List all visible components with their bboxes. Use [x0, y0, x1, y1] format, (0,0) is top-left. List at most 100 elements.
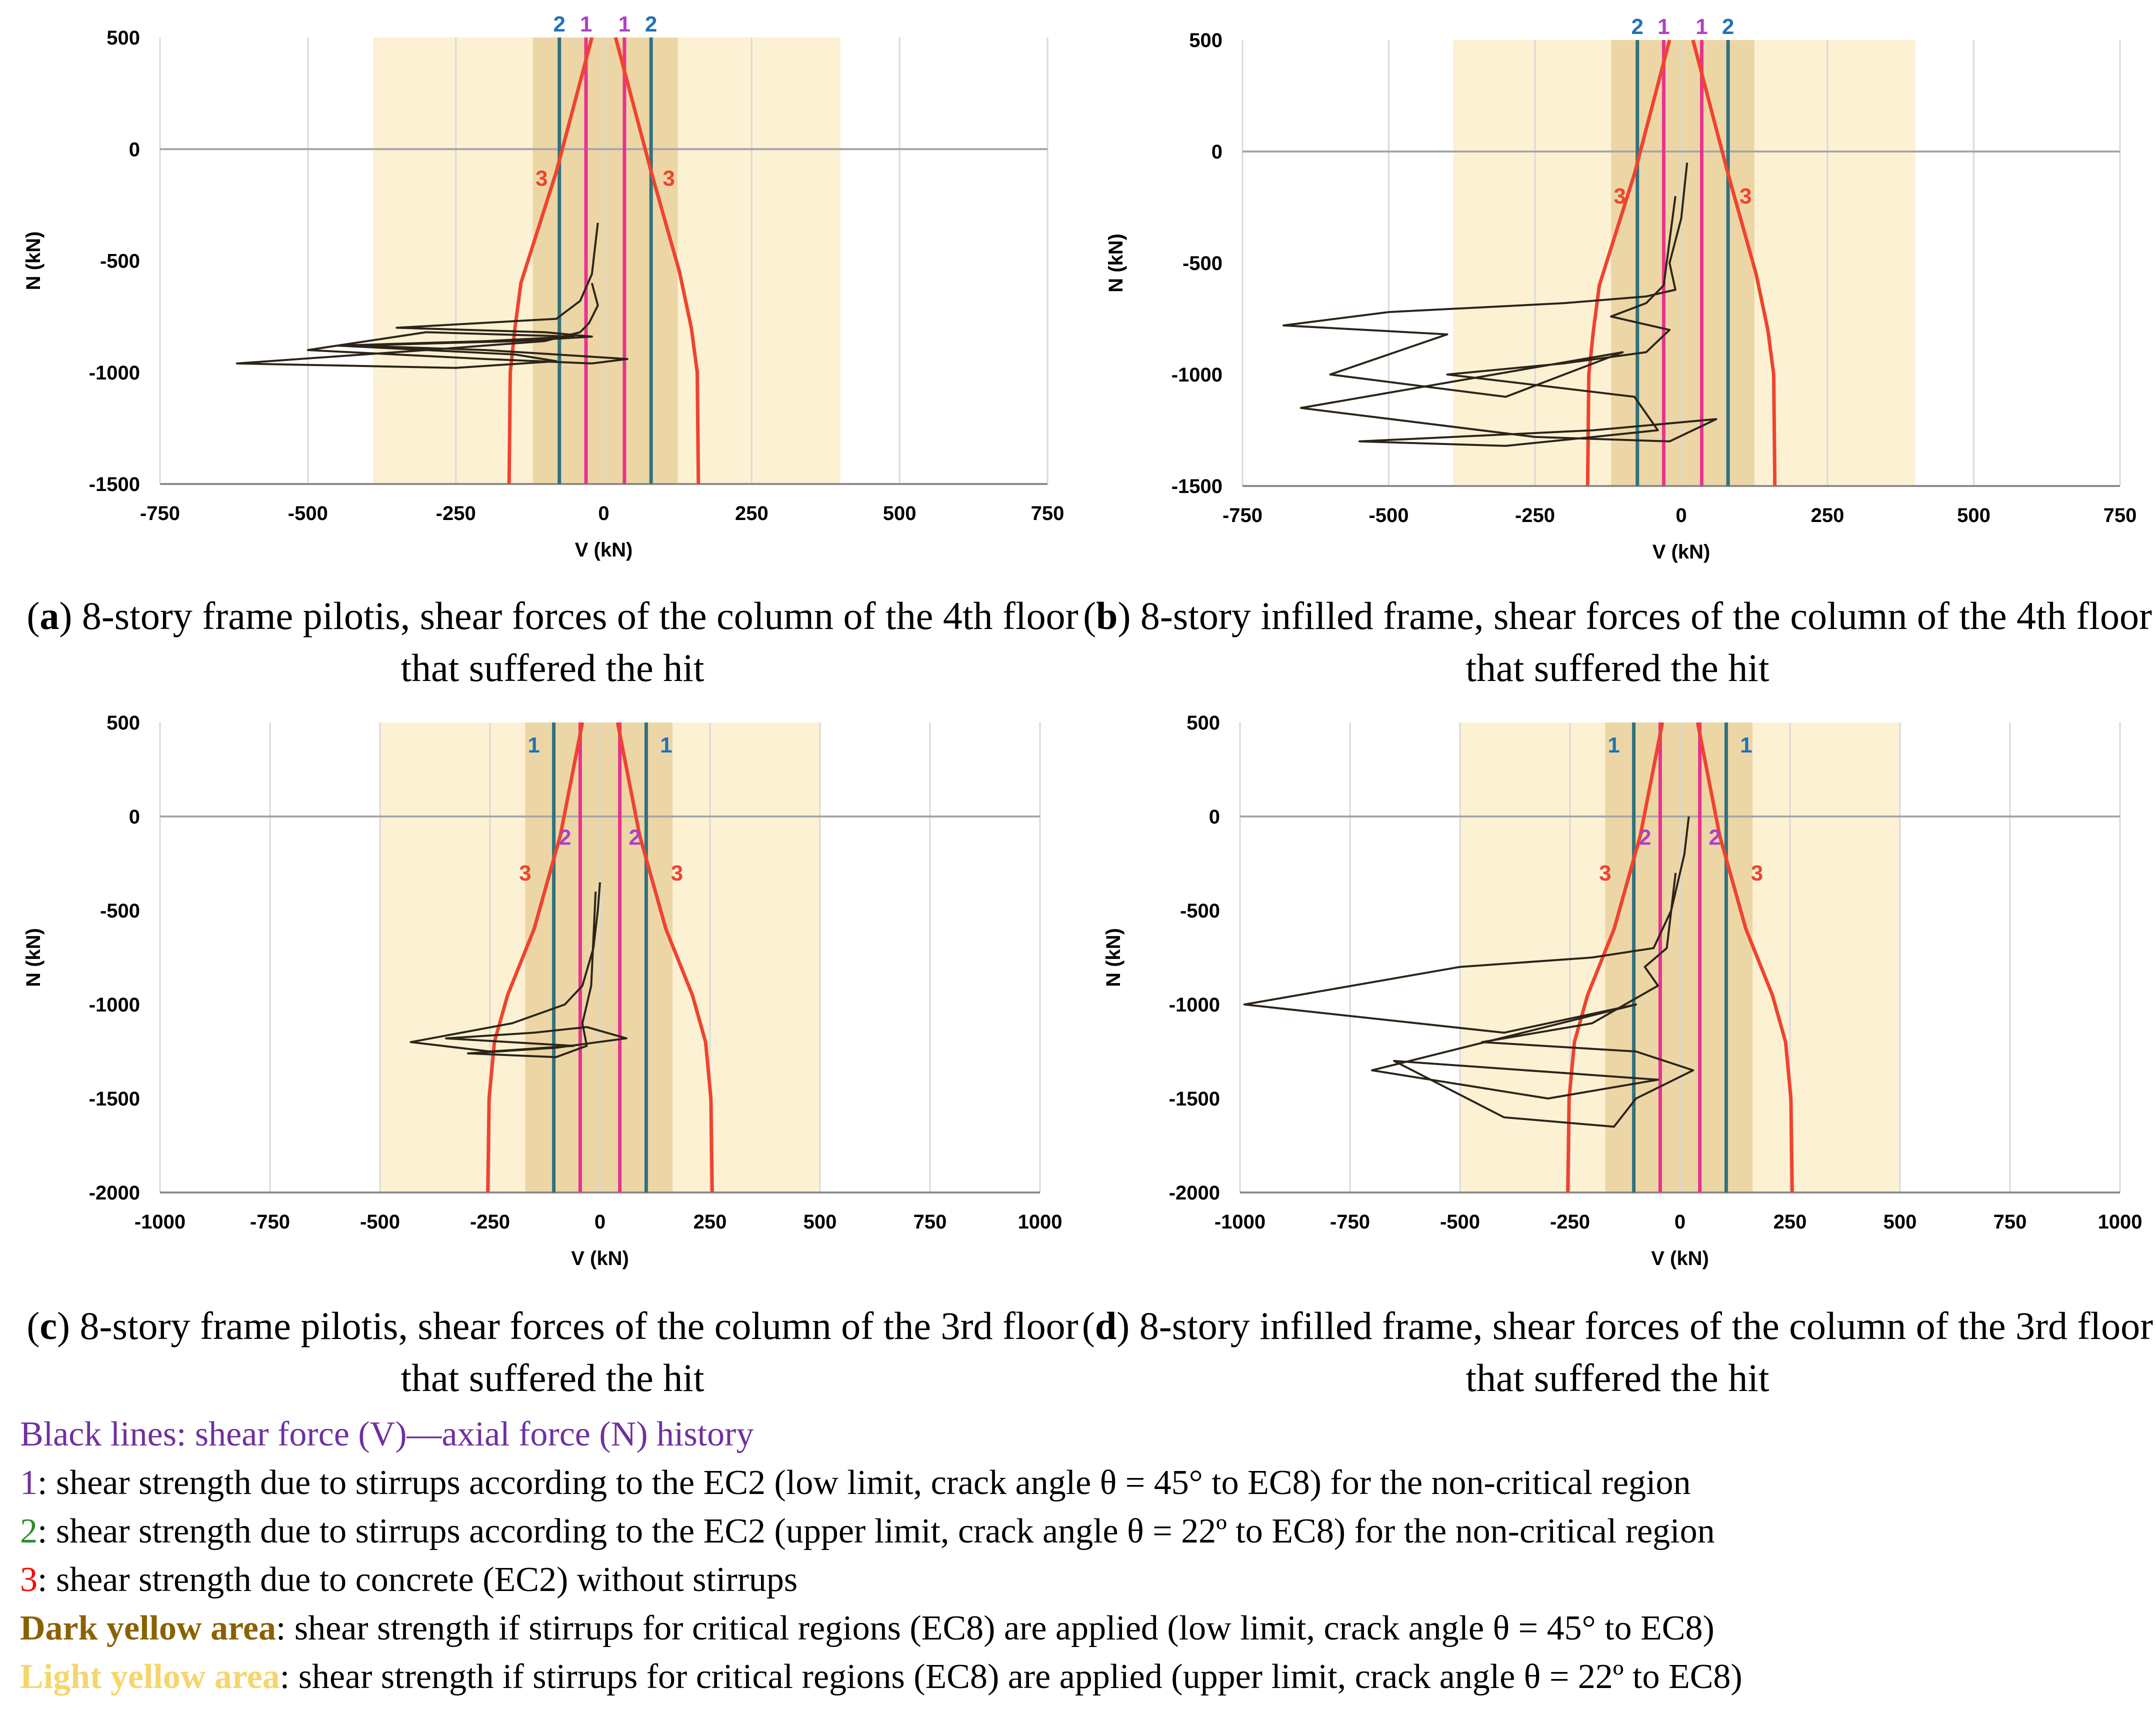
x-tick-label: -250 — [436, 502, 476, 524]
y-tick-label: 500 — [106, 712, 140, 734]
concrete-strength-curve-left — [1586, 40, 1672, 486]
vn-history-line — [410, 882, 628, 1058]
x-tick-label: -750 — [250, 1211, 290, 1233]
y-tick-label: -500 — [1182, 252, 1222, 274]
legend-line-1-key: 1 — [20, 1464, 38, 1502]
y-axis-title: N (kN) — [22, 928, 44, 987]
legend-dark-area-key: Dark yellow area — [20, 1609, 276, 1648]
x-tick-label: -1000 — [1214, 1211, 1266, 1233]
line-label: 3 — [1599, 861, 1611, 886]
line-label: 2 — [628, 825, 640, 850]
line-label: 2 — [554, 12, 566, 36]
y-axis-title: N (kN) — [22, 232, 44, 290]
legend-line-3-text: : shear strength due to concrete (EC2) w… — [38, 1560, 798, 1599]
legend-light-area-key: Light yellow area — [20, 1658, 280, 1696]
y-tick-label: 500 — [1186, 712, 1220, 734]
line-label: 3 — [671, 861, 683, 886]
chart-panel-a: 2 1 1 23 3-750 -500 -250 0 250 500 750-1500-1000-5… — [22, 12, 1064, 561]
x-tick-label: 750 — [2104, 504, 2137, 526]
caption-b-text: ) 8-story infilled frame, shear forces o… — [1118, 594, 2152, 690]
line-label: 2 — [1708, 825, 1720, 850]
line-label: 3 — [662, 166, 674, 190]
legend-line-2: 2: shear strength due to stirrups accord… — [20, 1507, 2140, 1556]
line-label: 1 — [528, 733, 540, 758]
x-tick-label: 250 — [694, 1211, 727, 1233]
dark-yellow-band — [1611, 40, 1754, 486]
line-label: 1 — [1608, 733, 1620, 758]
legend-line-2-text: : shear strength due to stirrups accordi… — [38, 1512, 1715, 1550]
chart-figure: 2 1 1 23 3-750 -500 -250 0 250 500 750-1500-1000-5… — [22, 12, 2142, 1270]
x-tick-label: -250 — [1550, 1211, 1590, 1233]
caption-c-text: ) 8-story frame pilotis, shear forces of… — [57, 1304, 1078, 1400]
legend-light-area: Light yellow area: shear strength if sti… — [20, 1652, 2140, 1701]
x-tick-label: 250 — [1811, 504, 1844, 526]
x-axis-title: V (kN) — [1651, 1248, 1709, 1270]
line-label: 1 — [660, 733, 672, 758]
line-label: 3 — [1740, 184, 1752, 208]
line-label: 2 — [645, 12, 657, 36]
dark-yellow-band — [1605, 722, 1753, 1192]
x-tick-label: 250 — [1774, 1211, 1807, 1233]
line-label: 3 — [519, 861, 531, 886]
legend-line-1: 1: shear strength due to stirrups accord… — [20, 1458, 2140, 1507]
line-label: 1 — [580, 12, 592, 36]
y-tick-label: 0 — [1212, 141, 1222, 163]
x-tick-label: 0 — [598, 502, 609, 524]
legend-line-2-key: 2 — [20, 1512, 38, 1550]
x-tick-label: -500 — [1440, 1211, 1480, 1233]
chart-panel-d: 1 1 2 2 3 3 -1000 -750 -500 -250 0 250 500 750 1000 -20… — [1102, 712, 2142, 1270]
concrete-strength-curve-left — [1566, 722, 1664, 1193]
x-tick-label: -500 — [360, 1211, 400, 1233]
x-tick-label: 500 — [804, 1211, 837, 1233]
line-label: 2 — [1639, 825, 1651, 850]
x-tick-label: 500 — [883, 502, 916, 524]
legend-dark-area-text: : shear strength if stirrups for critica… — [276, 1609, 1714, 1648]
y-tick-label: -500 — [100, 250, 140, 272]
caption-a-letter: a — [40, 594, 60, 638]
concrete-strength-curve-left — [507, 37, 594, 484]
x-tick-label: -250 — [1515, 504, 1555, 526]
dark-yellow-band — [525, 722, 673, 1192]
x-tick-label: -250 — [470, 1211, 510, 1233]
line-label: 3 — [536, 166, 548, 190]
y-tick-label: -1500 — [89, 1088, 140, 1110]
y-tick-label: 500 — [106, 27, 140, 49]
y-tick-label: 500 — [1189, 30, 1222, 52]
x-tick-label: 750 — [1031, 502, 1064, 524]
y-tick-label: -1000 — [1169, 994, 1220, 1016]
line-label: 2 — [1632, 14, 1644, 39]
vn-history-line — [236, 222, 628, 369]
x-tick-label: 750 — [914, 1211, 947, 1233]
legend-line-3: 3: shear strength due to concrete (EC2) … — [20, 1556, 2140, 1604]
dark-yellow-band — [532, 38, 678, 484]
x-tick-label: 500 — [1957, 504, 1990, 526]
y-tick-label: -500 — [1180, 900, 1220, 922]
x-axis-title: V (kN) — [571, 1248, 629, 1270]
y-axis-title: N (kN) — [1105, 234, 1127, 292]
y-tick-label: -1000 — [1172, 364, 1222, 386]
y-axis-title: N (kN) — [1102, 928, 1124, 987]
legend-dark-area: Dark yellow area: shear strength if stir… — [20, 1604, 2140, 1652]
x-tick-label: 1000 — [2098, 1211, 2142, 1233]
line-label: 2 — [559, 825, 571, 850]
caption-b: (b) 8-story infilled frame, shear forces… — [1083, 594, 2152, 690]
y-tick-label: -1000 — [89, 994, 140, 1016]
y-tick-label: 0 — [129, 138, 140, 160]
x-tick-label: 250 — [735, 502, 768, 524]
concrete-strength-curve-left — [486, 722, 584, 1193]
x-tick-label: 0 — [1674, 1211, 1686, 1233]
x-tick-label: 1000 — [1018, 1211, 1062, 1233]
legend-light-area-text: : shear strength if stirrups for critica… — [280, 1658, 1742, 1696]
line-label: 1 — [1658, 14, 1670, 39]
x-tick-label: 750 — [1994, 1211, 2027, 1233]
x-tick-label: 0 — [1676, 504, 1686, 526]
line-label: 3 — [1751, 861, 1763, 886]
caption-d-letter: d — [1094, 1304, 1117, 1348]
x-tick-label: -750 — [140, 502, 180, 524]
figure-legend: Black lines: shear force (V)—axial force… — [20, 1410, 2140, 1701]
y-tick-label: -2000 — [1169, 1182, 1220, 1204]
concrete-strength-curve-right — [616, 722, 714, 1193]
caption-d: (d) 8-story infilled frame, shear forces… — [1082, 1304, 2154, 1400]
vn-history-line — [1282, 162, 1718, 447]
caption-a-text: ) 8-story frame pilotis, shear forces of… — [59, 594, 1078, 690]
